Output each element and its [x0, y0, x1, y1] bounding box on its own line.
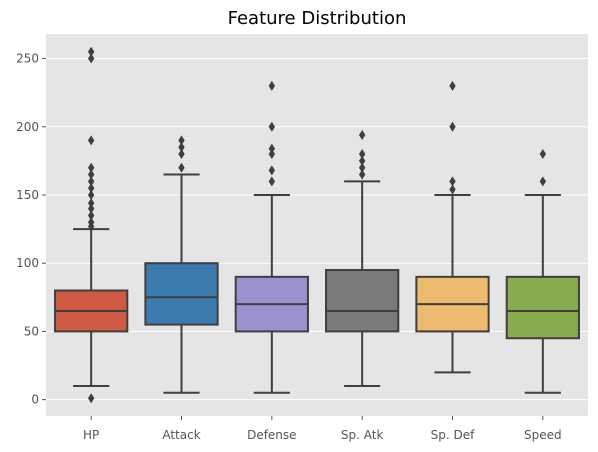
outlier-point	[539, 176, 547, 187]
outlier-point	[87, 176, 95, 187]
outlier-point	[268, 165, 276, 176]
outlier-point	[87, 135, 95, 146]
outlier-point	[358, 149, 366, 160]
outlier-point	[87, 183, 95, 194]
outlier-point	[539, 149, 547, 160]
box-series	[54, 46, 580, 404]
outlier-point	[87, 203, 95, 214]
gridlines	[46, 58, 588, 401]
x-tick-label: Defense	[247, 428, 296, 442]
x-tick-label: Sp. Atk	[341, 428, 384, 442]
box-iqr	[144, 262, 219, 326]
outlier-point	[87, 210, 95, 221]
box-sp-atk	[325, 129, 400, 387]
outlier-point	[449, 176, 456, 187]
box-defense	[234, 80, 309, 394]
y-tick-label: 250	[16, 52, 39, 66]
y-tick-label: 0	[31, 393, 39, 407]
box-attack	[144, 135, 219, 394]
plot-area	[46, 34, 588, 416]
box-sp-def	[415, 80, 490, 374]
x-tick-label: Sp. Def	[431, 428, 475, 442]
box-speed	[505, 149, 580, 394]
x-tick-label: Attack	[162, 428, 200, 442]
y-axis-ticks: 0 50 100 150 200 250	[16, 52, 46, 407]
outlier-point	[87, 217, 95, 228]
outlier-point	[87, 189, 95, 200]
outlier-point	[87, 162, 95, 173]
outlier-point	[268, 143, 276, 154]
outlier-point	[268, 176, 276, 187]
x-tick-label: Speed	[524, 428, 562, 442]
outlier-point	[178, 135, 185, 146]
y-tick-label: 150	[16, 188, 39, 202]
outlier-point	[358, 129, 366, 140]
outlier-point	[449, 121, 456, 132]
outlier-point	[87, 46, 95, 57]
box-iqr	[325, 269, 400, 333]
outlier-point	[358, 169, 366, 180]
outlier-point	[87, 198, 95, 209]
outlier-point	[358, 155, 366, 166]
outlier-point	[449, 184, 456, 195]
outlier-point	[178, 149, 185, 160]
box-hp	[54, 46, 129, 404]
outlier-point	[178, 162, 185, 173]
outlier-point	[87, 53, 95, 64]
outlier-point	[87, 393, 95, 404]
outlier-point	[178, 142, 185, 153]
x-axis-ticks: HP Attack Defense Sp. Atk Sp. Def Speed	[83, 416, 562, 442]
y-tick-label: 50	[24, 324, 39, 338]
x-tick-label: HP	[83, 428, 99, 442]
y-tick-label: 200	[16, 120, 39, 134]
box-iqr	[505, 275, 580, 340]
outlier-point	[358, 162, 366, 173]
outlier-point	[268, 121, 276, 132]
outlier-point	[268, 80, 276, 91]
chart-title: Feature Distribution	[228, 8, 407, 29]
outlier-point	[449, 80, 456, 91]
outlier-point	[87, 169, 95, 180]
y-tick-label: 100	[16, 256, 39, 270]
outlier-point	[268, 149, 276, 160]
